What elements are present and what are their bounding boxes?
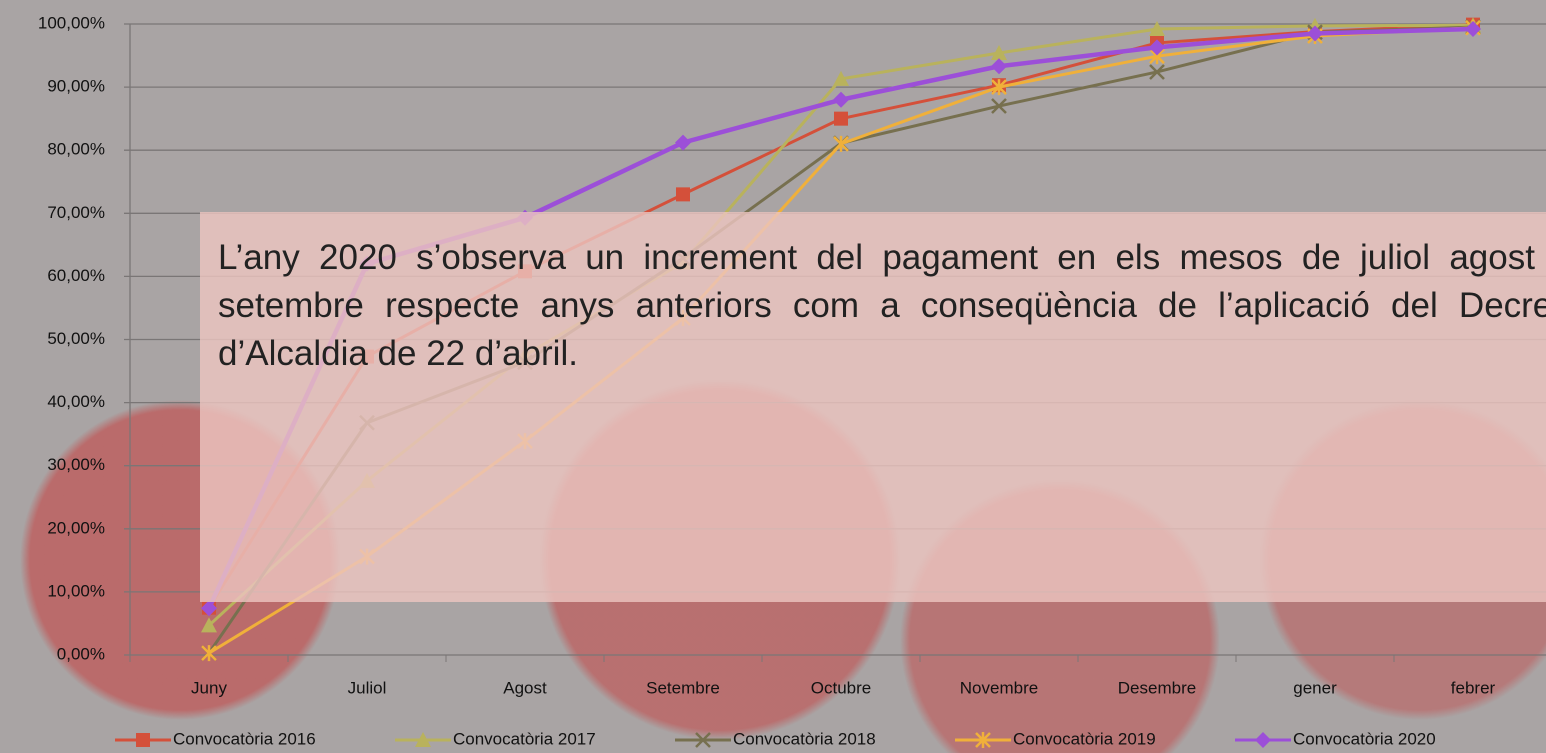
legend-item: Convocatòria 2018 <box>675 729 876 748</box>
legend-marker <box>1255 732 1271 748</box>
x-tick-label: Desembre <box>1118 678 1196 697</box>
marker <box>991 58 1007 74</box>
legend-item: Convocatòria 2016 <box>115 729 316 748</box>
marker <box>833 92 849 108</box>
legend-label: Convocatòria 2020 <box>1293 729 1436 748</box>
x-tick-label: Novembre <box>960 678 1038 697</box>
annotation: L’any 2020 s’observa un increment del pa… <box>200 212 1546 602</box>
y-tick-label: 90,00% <box>47 77 105 96</box>
y-tick-label: 70,00% <box>47 203 105 222</box>
y-tick-label: 10,00% <box>47 581 105 600</box>
legend-label: Convocatòria 2018 <box>733 729 876 748</box>
marker <box>834 136 848 152</box>
x-tick-label: Setembre <box>646 678 720 697</box>
y-tick-label: 80,00% <box>47 140 105 159</box>
x-tick-label: Juny <box>191 678 227 697</box>
x-tick-label: Juliol <box>348 678 387 697</box>
x-tick-label: gener <box>1293 678 1337 697</box>
x-tick-label: febrer <box>1451 678 1496 697</box>
y-tick-label: 100,00% <box>38 13 105 32</box>
legend-marker <box>136 733 150 747</box>
y-tick-label: 20,00% <box>47 518 105 537</box>
x-tick-label: Agost <box>503 678 547 697</box>
page: {"chart_data": {"type": "line", "categor… <box>0 0 1546 753</box>
legend-item: Convocatòria 2019 <box>955 729 1156 748</box>
marker <box>675 135 691 151</box>
legend-item: Convocatòria 2017 <box>395 729 596 748</box>
y-tick-label: 50,00% <box>47 329 105 348</box>
legend-label: Convocatòria 2019 <box>1013 729 1156 748</box>
marker <box>202 645 216 661</box>
x-tick-label: Octubre <box>811 678 871 697</box>
marker <box>834 112 848 126</box>
marker <box>676 187 690 201</box>
legend-item: Convocatòria 2020 <box>1235 729 1436 748</box>
y-tick-label: 60,00% <box>47 266 105 285</box>
y-tick-label: 0,00% <box>57 644 105 663</box>
y-tick-label: 40,00% <box>47 392 105 411</box>
y-tick-label: 30,00% <box>47 455 105 474</box>
legend-label: Convocatòria 2016 <box>173 729 316 748</box>
legend-label: Convocatòria 2017 <box>453 729 596 748</box>
